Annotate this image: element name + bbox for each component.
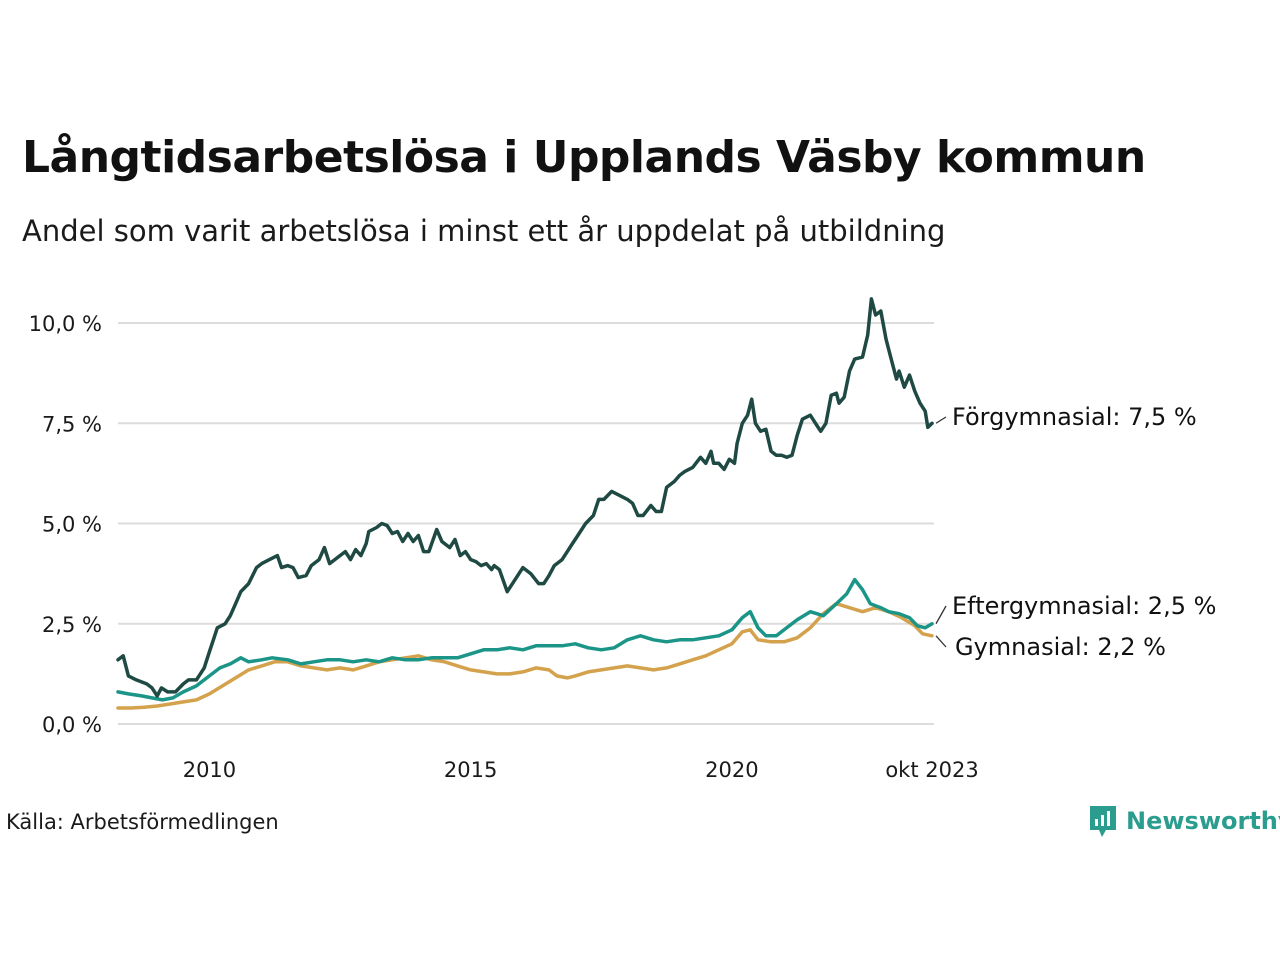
chart-title: Långtidsarbetslösa i Upplands Väsby komm…	[22, 132, 1146, 183]
label-leader-line	[935, 605, 947, 625]
y-tick-label: 5,0 %	[42, 513, 102, 537]
series-end-label-eftergymnasial: Eftergymnasial: 2,5 %	[952, 592, 1216, 620]
series-line-gymnasial	[116, 601, 934, 710]
y-axis-ticks: 0,0 % 2,5 % 5,0 % 7,5 % 10,0 %	[29, 312, 102, 737]
x-tick-label: okt 2023	[885, 758, 978, 782]
source-note: Källa: Arbetsförmedlingen	[6, 810, 279, 834]
series-lines	[116, 297, 934, 710]
grid-lines	[118, 322, 934, 725]
y-tick-label: 10,0 %	[29, 312, 102, 336]
x-tick-label: 2020	[705, 758, 758, 782]
label-leader-line	[935, 416, 947, 424]
newsworthy-logo[interactable]: Newsworthy	[1088, 804, 1280, 838]
label-leader-line	[935, 635, 947, 648]
series-line-eftergymnasial	[116, 577, 934, 702]
series-end-label-gymnasial: Gymnasial: 2,2 %	[955, 633, 1166, 661]
series-end-label-förgymnasial: Förgymnasial: 7,5 %	[952, 403, 1197, 431]
x-tick-label: 2015	[444, 758, 497, 782]
series-labels: Förgymnasial: 7,5 % Eftergymnasial: 2,5 %…	[935, 403, 1216, 661]
y-tick-label: 0,0 %	[42, 713, 102, 737]
brand-name: Newsworthy	[1126, 807, 1280, 835]
series-line-förgymnasial	[116, 297, 934, 698]
newsworthy-logo-icon	[1090, 806, 1116, 837]
chart-subtitle: Andel som varit arbetslösa i minst ett å…	[22, 214, 946, 248]
y-tick-label: 7,5 %	[42, 412, 102, 436]
y-tick-label: 2,5 %	[42, 613, 102, 637]
x-tick-label: 2010	[183, 758, 236, 782]
x-axis-ticks: 2010 2015 2020 okt 2023	[183, 758, 979, 782]
